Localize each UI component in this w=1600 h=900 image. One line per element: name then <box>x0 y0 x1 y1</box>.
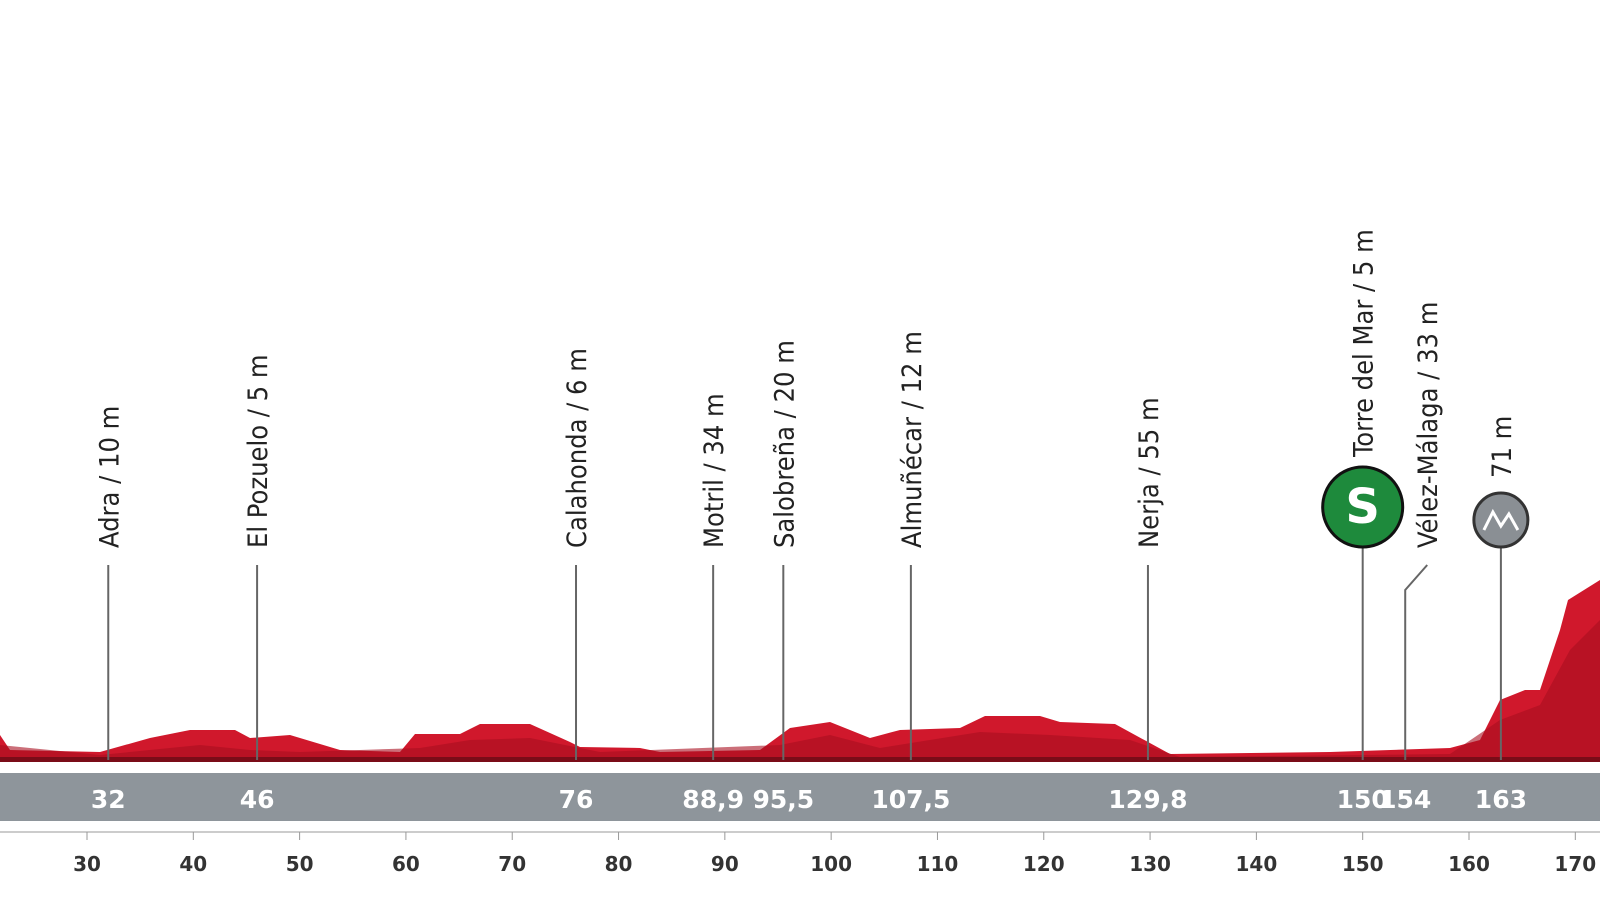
km-label: 76 <box>559 785 594 814</box>
climb-icon <box>1472 491 1530 549</box>
x-tick-label: 170 <box>1554 852 1596 876</box>
km-bar <box>0 773 1600 821</box>
km-label: 95,5 <box>752 785 814 814</box>
km-label: 150 <box>1337 785 1389 814</box>
waypoint-label: Almuñécar / 12 m <box>897 331 928 548</box>
waypoint-label: Vélez-Málaga / 33 m <box>1413 302 1444 548</box>
waypoint-label: Adra / 10 m <box>94 406 125 548</box>
waypoint-label: Nerja / 55 m <box>1134 397 1165 548</box>
x-tick-label: 50 <box>286 852 314 876</box>
waypoint-line <box>1404 564 1428 760</box>
sprint-icon-text: S <box>1345 479 1380 535</box>
x-tick-label: 160 <box>1448 852 1490 876</box>
km-label: 32 <box>91 785 126 814</box>
x-tick-label: 130 <box>1129 852 1171 876</box>
elevation-profile <box>0 580 1600 760</box>
x-tick-label: 110 <box>917 852 959 876</box>
x-tick-label: 70 <box>498 852 526 876</box>
x-tick-label: 120 <box>1023 852 1065 876</box>
waypoint-label: El Pozuelo / 5 m <box>243 355 274 549</box>
waypoint-label: 71 m <box>1487 416 1518 478</box>
x-tick-label: 90 <box>711 852 739 876</box>
sprint-icon <box>1321 465 1405 549</box>
km-label: 107,5 <box>871 785 950 814</box>
km-label: 46 <box>240 785 275 814</box>
x-tick-label: 40 <box>179 852 207 876</box>
climb-icon-glyph <box>1482 508 1520 531</box>
waypoint-label: Torre del Mar / 5 m <box>1349 229 1380 458</box>
waypoint-label: Salobreña / 20 m <box>769 340 800 548</box>
x-tick-label: 150 <box>1342 852 1384 876</box>
km-label: 154 <box>1379 785 1431 814</box>
x-tick-label: 30 <box>73 852 101 876</box>
km-label: 163 <box>1475 785 1527 814</box>
x-tick-label: 100 <box>810 852 852 876</box>
waypoint-label: Calahonda / 6 m <box>562 348 593 548</box>
x-tick-label: 140 <box>1236 852 1278 876</box>
road-line <box>0 757 1600 762</box>
km-label: 88,9 <box>682 785 744 814</box>
waypoint-label: Motril / 34 m <box>699 393 730 548</box>
x-tick-label: 60 <box>392 852 420 876</box>
x-tick-label: 80 <box>605 852 633 876</box>
km-label: 129,8 <box>1108 785 1187 814</box>
